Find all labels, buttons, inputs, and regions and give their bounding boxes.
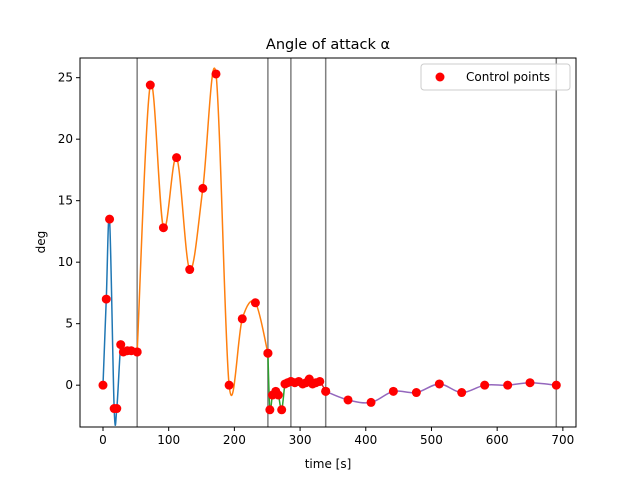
control-point-4-4 — [411, 388, 421, 398]
plot-frame — [79, 57, 577, 428]
y-tick-label-15: 15 — [58, 194, 73, 208]
y-tick-label-5: 5 — [65, 317, 73, 331]
x-tick-label-200: 200 — [223, 433, 246, 447]
legend: Control points — [420, 63, 571, 91]
control-point-1-3 — [172, 153, 182, 163]
control-point-0-4 — [112, 404, 122, 414]
y-axis-label: deg — [34, 231, 48, 254]
x-tick-label-600: 600 — [486, 433, 509, 447]
control-point-4-3 — [388, 386, 398, 396]
control-point-2-0 — [263, 348, 273, 358]
control-point-4-5 — [434, 379, 444, 389]
control-point-1-2 — [158, 223, 168, 233]
x-tick-label-700: 700 — [551, 433, 574, 447]
legend-box — [420, 63, 571, 91]
control-point-4-10 — [551, 380, 561, 390]
control-point-1-6 — [211, 69, 221, 79]
control-point-2-1 — [265, 405, 275, 415]
x-tick-label-400: 400 — [354, 433, 377, 447]
x-tick-label-500: 500 — [420, 433, 443, 447]
y-tick-label-10: 10 — [58, 255, 73, 269]
legend-marker — [435, 72, 445, 82]
control-point-4-0 — [321, 386, 331, 396]
control-point-4-2 — [366, 397, 376, 407]
control-point-1-0 — [132, 347, 142, 357]
control-point-4-1 — [343, 395, 353, 405]
control-point-1-1 — [145, 80, 155, 90]
control-point-4-6 — [457, 388, 467, 398]
chart-title: Angle of attack α — [266, 37, 390, 53]
x-tick-label-100: 100 — [157, 433, 180, 447]
control-point-0-2 — [105, 214, 115, 224]
y-tick-label-25: 25 — [58, 71, 73, 85]
control-point-1-4 — [185, 265, 195, 275]
x-tick-label-0: 0 — [99, 433, 107, 447]
control-point-2-5 — [277, 405, 287, 415]
control-point-4-9 — [525, 378, 535, 388]
x-tick-label-300: 300 — [289, 433, 312, 447]
control-point-3-8 — [315, 376, 325, 386]
control-point-0-5 — [116, 340, 126, 350]
control-point-0-1 — [101, 294, 111, 304]
series-line-1 — [136, 67, 269, 397]
series-line-0 — [102, 215, 138, 426]
control-point-1-8 — [237, 314, 247, 324]
legend-label: Control points — [466, 70, 550, 84]
x-axis-label: time [s] — [305, 457, 352, 471]
control-point-4-8 — [503, 380, 513, 390]
control-point-0-0 — [98, 380, 108, 390]
control-point-4-7 — [480, 380, 490, 390]
y-tick-label-0: 0 — [65, 378, 73, 392]
control-point-2-4 — [273, 390, 283, 400]
control-point-1-5 — [198, 183, 208, 193]
y-tick-label-20: 20 — [58, 132, 73, 146]
control-point-1-7 — [224, 380, 234, 390]
control-point-1-9 — [250, 298, 260, 308]
